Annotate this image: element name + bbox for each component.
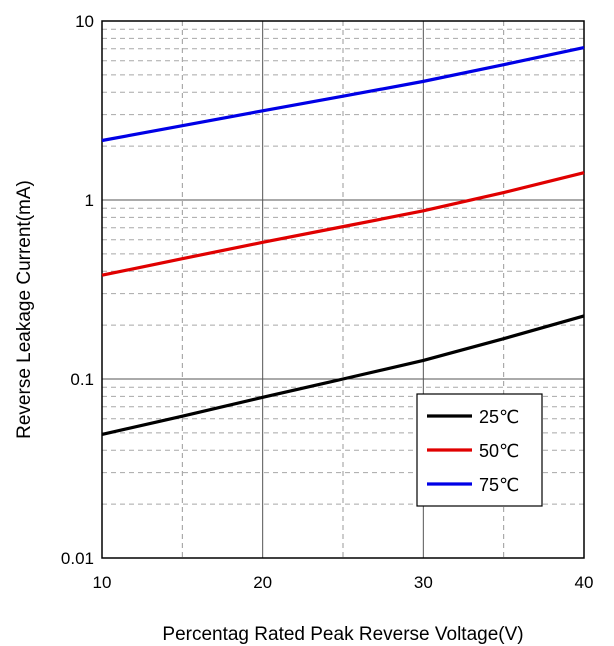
legend-label-0: 25℃ xyxy=(479,407,519,427)
x-tick-label: 20 xyxy=(253,573,272,592)
x-tick-label: 10 xyxy=(93,573,112,592)
y-tick-label: 1 xyxy=(85,191,94,210)
x-axis-title: Percentag Rated Peak Reverse Voltage(V) xyxy=(162,624,523,645)
x-tick-label: 40 xyxy=(575,573,594,592)
legend-label-2: 75℃ xyxy=(479,475,519,495)
x-tick-label: 30 xyxy=(414,573,433,592)
series-group xyxy=(101,46,585,437)
y-axis-title: Reverse Leakage Current(mA) xyxy=(14,180,35,439)
tick-labels: 10 20 30 40 0.01 0.1 1 10 xyxy=(61,12,594,592)
series-line-1 xyxy=(101,171,585,277)
legend-label-1: 50℃ xyxy=(479,441,519,461)
y-tick-label: 10 xyxy=(75,12,94,31)
legend: 25℃ 50℃ 75℃ xyxy=(416,393,543,507)
y-tick-label: 0.01 xyxy=(61,549,94,568)
series-line-2 xyxy=(101,46,585,143)
series-line-0 xyxy=(101,314,585,437)
plot-frame xyxy=(101,20,585,559)
y-tick-label: 0.1 xyxy=(70,370,94,389)
